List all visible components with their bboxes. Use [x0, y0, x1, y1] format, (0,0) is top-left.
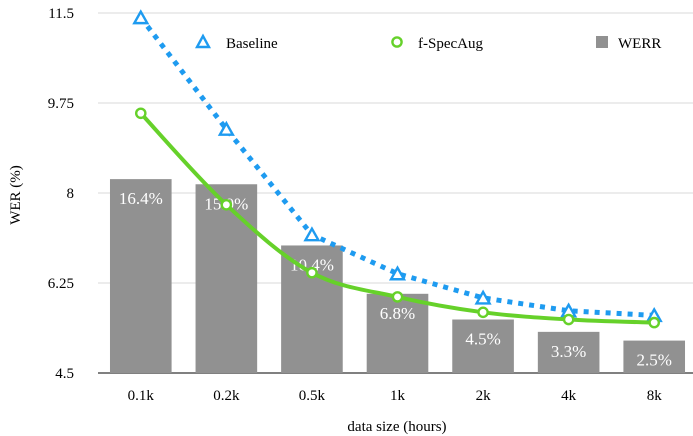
y-tick-label: 4.5 [55, 366, 74, 382]
data-point [217, 120, 235, 136]
legend: Baseline f-SpecAug WERR [194, 33, 661, 52]
x-tick-label: 1k [390, 388, 406, 404]
legend-marker-werr [596, 36, 608, 48]
data-point [220, 199, 233, 211]
bar-value-label: 2.5% [637, 351, 672, 370]
data-point [388, 265, 407, 281]
legend-item-baseline: Baseline [194, 33, 278, 52]
bar [452, 319, 514, 373]
bar [109, 179, 172, 373]
y-tick-label: 8 [67, 186, 75, 202]
x-tick-label: 8k [647, 388, 663, 404]
bar-value-label: 10.4% [290, 255, 334, 274]
legend-label-baseline: Baseline [226, 36, 278, 52]
x-tick-labels: 0.1k 0.2k 0.5k 1k 2k 4k 8k [128, 388, 663, 404]
bar-value-label: 3.3% [551, 342, 586, 361]
bar [537, 331, 600, 373]
x-tick-label: 0.5k [299, 388, 326, 404]
legend-item-f-specaug: f-SpecAug [391, 36, 483, 52]
data-point [391, 291, 404, 303]
legend-label-werr: WERR [618, 36, 661, 52]
y-tick-label: 9.75 [48, 96, 74, 112]
x-axis-title: data size (hours) [347, 419, 446, 435]
legend-label-f-specaug: f-SpecAug [418, 36, 483, 52]
bar [623, 340, 686, 373]
bar-series [109, 179, 686, 373]
bar-value-label: 4.5% [465, 330, 500, 349]
data-point [477, 306, 489, 319]
data-point [134, 107, 147, 120]
data-point [474, 289, 492, 305]
legend-item-werr: WERR [596, 36, 661, 52]
x-tick-label: 2k [476, 388, 492, 404]
x-tick-label: 0.1k [128, 388, 155, 404]
data-point [132, 9, 150, 25]
data-point [648, 316, 661, 329]
y-tick-labels: 4.5 6.25 8 9.75 11.5 [48, 6, 74, 382]
data-point [562, 313, 575, 326]
legend-marker-f-specaug [391, 36, 403, 48]
bar [281, 245, 343, 373]
bar [195, 184, 258, 373]
bar-label-group: 16.4%15.9%10.4%6.8%4.5%3.3%2.5% [119, 189, 672, 369]
legend-marker-baseline [194, 33, 212, 49]
x-tick-label: 0.2k [213, 388, 240, 404]
bar-value-label: 16.4% [119, 189, 163, 208]
data-point [306, 266, 318, 279]
data-point [303, 226, 321, 242]
bar-value-label: 6.8% [380, 304, 415, 323]
y-tick-label: 11.5 [48, 6, 74, 22]
bar [366, 293, 429, 373]
x-tick-label: 4k [561, 388, 577, 404]
line-series [132, 9, 663, 329]
y-tick-label: 6.25 [48, 276, 74, 292]
y-axis-title: WER (%) [8, 165, 24, 225]
